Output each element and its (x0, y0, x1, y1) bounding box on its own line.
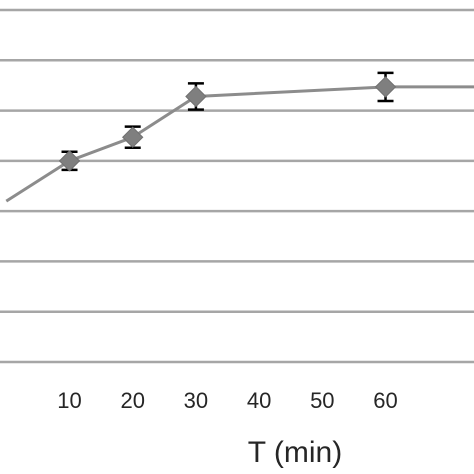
series-group (5, 71, 474, 203)
x-tick-label-4: 50 (310, 388, 334, 413)
data-point-2 (122, 126, 144, 148)
data-point-3 (185, 85, 207, 108)
x-tick-label-0: 10 (57, 388, 81, 413)
data-point-1 (58, 150, 81, 172)
x-tick-labels: 10 20 30 40 50 60 (57, 388, 397, 413)
gridlines (0, 8, 474, 364)
data-point-4 (374, 76, 397, 98)
x-tick-label-1: 20 (120, 388, 144, 413)
series-line-0 (5, 85, 474, 203)
x-tick-label-3: 40 (247, 388, 271, 413)
x-tick-label-2: 30 (184, 388, 208, 413)
x-axis-title: T (min) (248, 436, 342, 469)
x-tick-label-5: 60 (373, 388, 397, 413)
